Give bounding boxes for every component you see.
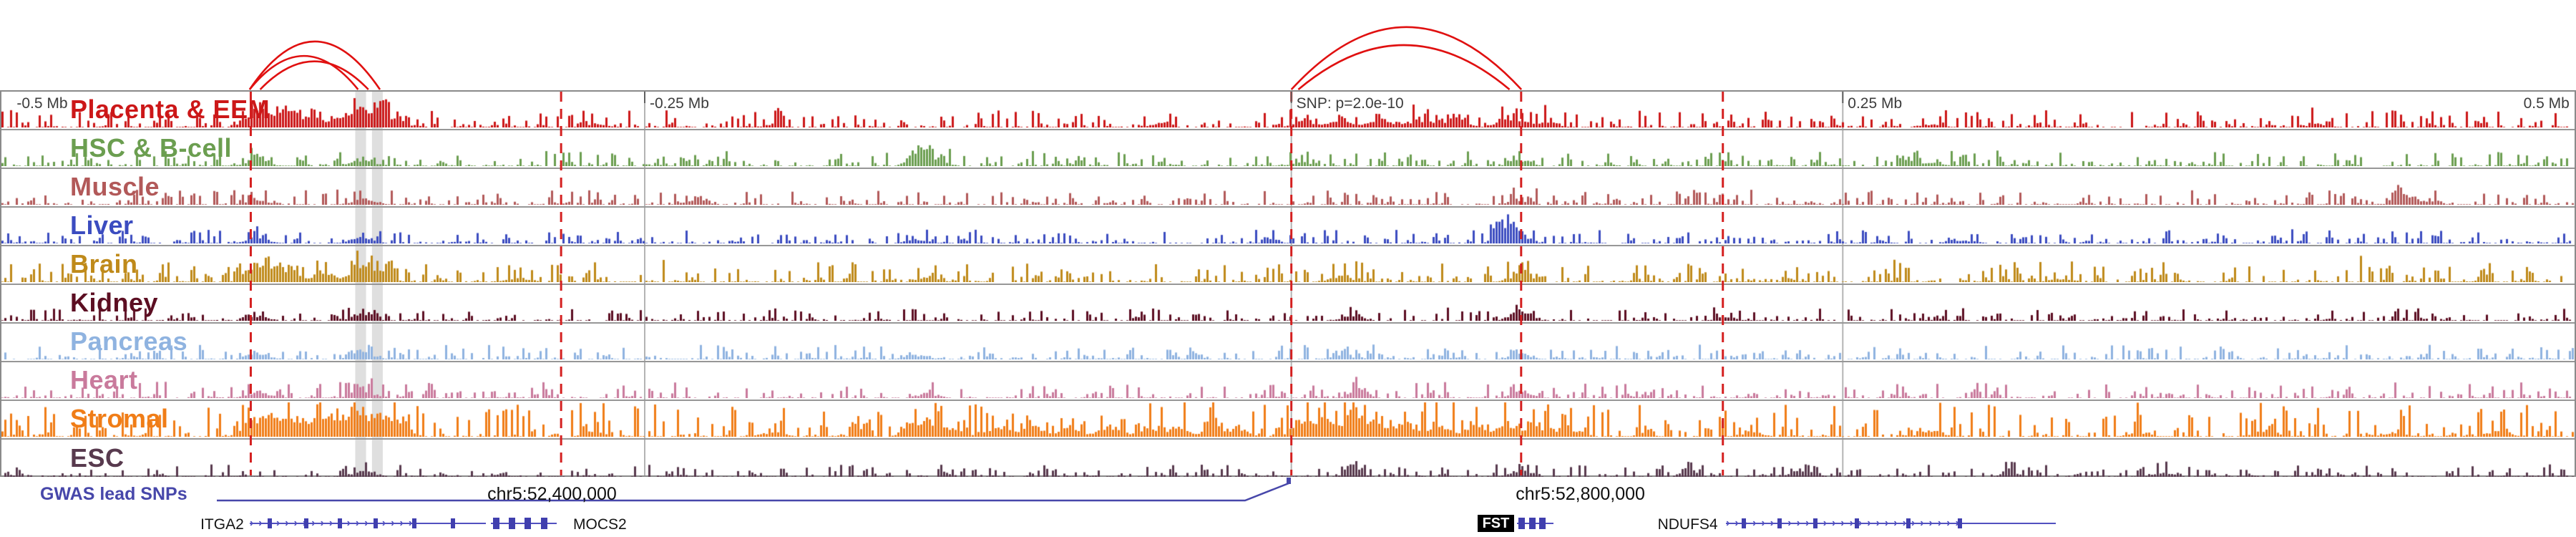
interaction-arc-2 bbox=[259, 60, 369, 90]
gene-exon bbox=[541, 518, 547, 529]
gene-model-ndufs4: ››››››››››››››››››››››››››› bbox=[1726, 514, 2056, 533]
signal-canvas-muscle bbox=[1, 169, 2575, 205]
gwas-pointer-line bbox=[217, 478, 1291, 502]
gene-strand-chevrons: ››››››››››››››››››››››››››› bbox=[1726, 517, 1964, 529]
gene-track: ITGA2 ››››››››››››››››››› MOCS2 FST NDUFS4 ››… bbox=[0, 514, 2576, 536]
signal-canvas-liver bbox=[1, 208, 2575, 243]
track-row-placenta-eem[interactable]: Placenta & EEM bbox=[1, 92, 2575, 130]
gene-exon bbox=[374, 518, 378, 528]
track-row-pancreas[interactable]: Pancreas bbox=[1, 324, 2575, 362]
track-rows: Placenta & EEM HSC & B-cell Muscle Liver Bra… bbox=[1, 92, 2575, 478]
interaction-arc-1 bbox=[248, 40, 381, 90]
gene-exon bbox=[1539, 518, 1546, 529]
gene-exon bbox=[412, 518, 416, 528]
signal-canvas-pancreas bbox=[1, 324, 2575, 359]
gwas-snp-marker bbox=[1287, 478, 1291, 484]
gene-exon bbox=[1906, 518, 1911, 528]
gene-exon bbox=[493, 518, 500, 529]
gene-body-line bbox=[249, 523, 486, 524]
gene-highlight-fst[interactable]: FST bbox=[1477, 515, 1515, 532]
signal-canvas-brain bbox=[1, 246, 2575, 282]
footer: GWAS lead SNPs chr5:52,400,000 chr5:52,8… bbox=[0, 477, 2576, 537]
track-row-muscle[interactable]: Muscle bbox=[1, 169, 2575, 208]
interaction-arc-3 bbox=[1290, 26, 1523, 90]
track-label-pancreas: Pancreas bbox=[70, 326, 188, 357]
track-label-stromal: Stromal bbox=[70, 404, 169, 434]
gene-model-itga2: ››››››››››››››››››› bbox=[249, 514, 486, 533]
track-label-esc: ESC bbox=[70, 443, 125, 473]
gene-exon bbox=[1813, 518, 1818, 528]
interaction-arc-0 bbox=[248, 55, 359, 90]
gene-exon bbox=[337, 518, 342, 528]
track-row-hsc-b-cell[interactable]: HSC & B-cell bbox=[1, 130, 2575, 169]
track-row-brain[interactable]: Brain bbox=[1, 246, 2575, 285]
track-label-kidney: Kidney bbox=[70, 288, 159, 318]
gene-exon bbox=[509, 518, 515, 529]
signal-canvas-heart bbox=[1, 362, 2575, 398]
signal-canvas-hsc-b-cell bbox=[1, 130, 2575, 166]
gwas-pointer-polyline bbox=[217, 482, 1289, 502]
track-row-kidney[interactable]: Kidney bbox=[1, 285, 2575, 324]
coordinate-label-right: chr5:52,800,000 bbox=[1516, 484, 1645, 504]
gene-body-line bbox=[1726, 523, 2056, 524]
gwas-lead-snps-label: GWAS lead SNPs bbox=[40, 484, 187, 504]
track-label-heart: Heart bbox=[70, 365, 138, 395]
track-label-placenta-eem: Placenta & EEM bbox=[70, 95, 270, 125]
gene-model-mocs2 bbox=[490, 514, 557, 533]
track-label-liver: Liver bbox=[70, 211, 134, 241]
track-row-esc[interactable]: ESC bbox=[1, 440, 2575, 478]
interaction-arc-4 bbox=[1297, 44, 1511, 90]
gene-body-line bbox=[490, 523, 557, 524]
gene-exon bbox=[1855, 518, 1859, 528]
track-label-muscle: Muscle bbox=[70, 172, 160, 202]
gene-exon bbox=[303, 518, 308, 528]
signal-canvas-placenta-eem bbox=[1, 92, 2575, 127]
gene-exon bbox=[1741, 518, 1746, 528]
gene-exon bbox=[1528, 518, 1536, 529]
signal-canvas-stromal bbox=[1, 401, 2575, 437]
gene-exon bbox=[268, 518, 273, 528]
track-row-heart[interactable]: Heart bbox=[1, 362, 2575, 401]
gene-exon bbox=[1777, 518, 1782, 528]
gene-exon bbox=[524, 518, 531, 529]
gene-label-ndufs4[interactable]: NDUFS4 bbox=[1657, 516, 1718, 533]
gene-exon bbox=[1958, 518, 1962, 528]
gene-label-itga2[interactable]: ITGA2 bbox=[200, 516, 244, 533]
interaction-arcs bbox=[248, 26, 1523, 90]
track-label-brain: Brain bbox=[70, 249, 138, 279]
signal-canvas-kidney bbox=[1, 285, 2575, 321]
coordinate-label-left: chr5:52,400,000 bbox=[487, 484, 617, 504]
track-row-stromal[interactable]: Stromal bbox=[1, 401, 2575, 440]
gene-strand-chevrons: ››››››››››››››››››› bbox=[249, 517, 418, 529]
tracks-panel[interactable]: Placenta & EEM HSC & B-cell Muscle Liver Bra… bbox=[0, 90, 2576, 477]
track-row-liver[interactable]: Liver bbox=[1, 208, 2575, 246]
signal-canvas-esc bbox=[1, 441, 2575, 477]
track-label-hsc-b-cell: HSC & B-cell bbox=[70, 133, 233, 163]
gene-exon bbox=[451, 518, 455, 528]
gene-exon bbox=[1518, 518, 1526, 529]
gene-label-mocs2[interactable]: MOCS2 bbox=[573, 516, 627, 533]
